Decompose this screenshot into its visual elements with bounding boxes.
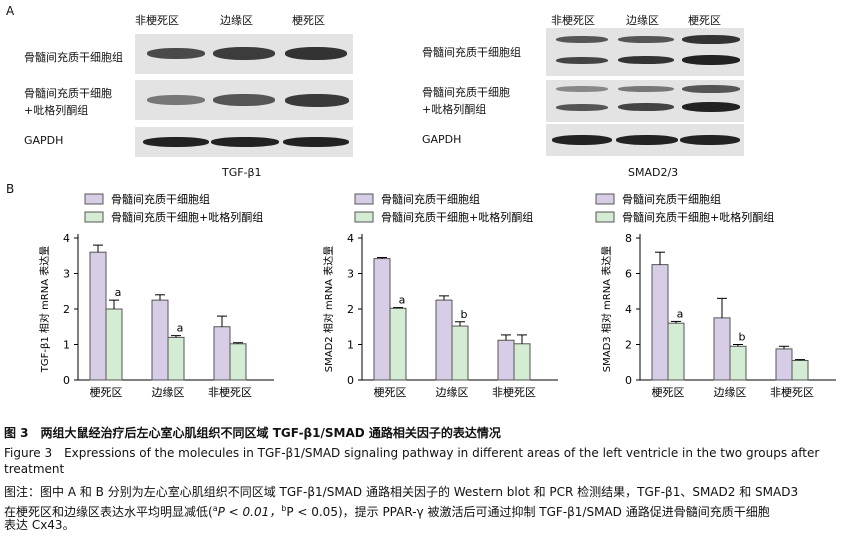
blot-right-title: SMAD2/3 — [628, 166, 679, 179]
bar-group-1 — [651, 264, 669, 381]
legend-swatch-group-1 — [595, 193, 615, 205]
blot-right-row-2b: +吡格列酮组 — [422, 103, 487, 116]
x-tick-label: 边缘区 — [714, 386, 747, 399]
blot-right-col-3: 梗死区 — [688, 14, 721, 27]
bar-group-2 — [167, 336, 185, 381]
figure-note-line-2: 在梗死区和边缘区表达水平均明显减低(aP < 0.01，bP < 0.05)，提… — [4, 504, 770, 519]
bar-group-2 — [667, 322, 685, 381]
figure-title-en-cont: treatment — [4, 462, 65, 476]
panel-a-letter: A — [6, 4, 15, 18]
bar-group-2 — [229, 343, 247, 381]
legend-swatch-group-1 — [354, 193, 374, 205]
legend-label-group-2: 骨髓间充质干细胞+吡格列酮组 — [622, 210, 774, 224]
x-tick-label: 梗死区 — [90, 385, 123, 399]
significance-label: b — [739, 331, 746, 344]
figure-title-en: Figure 3 Expressions of the molecules in… — [4, 446, 820, 460]
significance-label: a — [677, 307, 684, 320]
blot-left-row-2b: +吡格列酮组 — [24, 104, 89, 117]
x-tick-label: 边缘区 — [436, 386, 469, 399]
blot-right-row-1: 骨髓间充质干细胞组 — [422, 46, 521, 59]
figure-title-cn: 图 3 两组大鼠经治疗后左心室心肌组织不同区域 TGF-β1/SMAD 通路相关… — [4, 426, 501, 440]
legend-label-group-1: 骨髓间充质干细胞组 — [622, 192, 721, 206]
blot-left-col-2: 边缘区 — [220, 14, 253, 27]
bar-group-1 — [775, 348, 793, 381]
y-tick-label: 2 — [63, 303, 70, 316]
legend-swatch-group-1 — [84, 193, 104, 205]
y-tick-label: 0 — [347, 374, 354, 387]
panel-b-letter: B — [6, 182, 15, 196]
x-tick-label: 非梗死区 — [770, 385, 814, 399]
y-tick-label: 2 — [347, 303, 354, 316]
significance-label: a — [177, 322, 184, 335]
y-tick-label: 8 — [625, 232, 632, 245]
blot-right-strip-2 — [546, 80, 744, 122]
x-tick-label: 边缘区 — [152, 386, 185, 399]
bar-group-1 — [713, 317, 731, 381]
y-axis-label: SMAD2 相对 mRNA 表达量 — [322, 246, 335, 372]
x-tick-label: 非梗死区 — [492, 385, 536, 399]
blot-right-strip-gapdh — [546, 124, 744, 156]
x-tick-label: 梗死区 — [374, 385, 407, 399]
legend-swatch-group-2 — [84, 211, 104, 223]
bar-group-1 — [89, 251, 107, 381]
y-tick-label: 0 — [63, 374, 70, 387]
y-tick-label: 3 — [63, 268, 70, 281]
bar-group-1 — [497, 339, 515, 381]
significance-label: a — [399, 294, 406, 307]
bar-group-1 — [213, 326, 231, 381]
y-tick-label: 0 — [625, 374, 632, 387]
bar-group-1 — [373, 258, 391, 381]
blot-right-col-1: 非梗死区 — [551, 14, 595, 27]
bar-group-1 — [435, 299, 453, 381]
blot-left-strip-gapdh — [135, 127, 353, 157]
legend-swatch-group-2 — [595, 211, 615, 223]
legend-label-group-2: 骨髓间充质干细胞+吡格列酮组 — [111, 210, 263, 224]
figure-note-line-3: 表达 Cx43。 — [4, 518, 75, 532]
x-tick-label: 非梗死区 — [208, 385, 252, 399]
blot-left-row-2a: 骨髓间充质干细胞 — [24, 87, 112, 100]
y-axis-label: TGF-β1 相对 mRNA 表达量 — [38, 246, 51, 374]
legend-label-group-1: 骨髓间充质干细胞组 — [381, 192, 480, 206]
blot-left-strip-1 — [135, 34, 353, 74]
bar-group-2 — [791, 359, 809, 381]
blot-right-strip-1 — [546, 28, 744, 76]
y-tick-label: 6 — [625, 268, 632, 281]
y-axis-label: SMAD3 相对 mRNA 表达量 — [600, 246, 613, 372]
bar-group-2 — [105, 308, 123, 381]
blot-right-col-2: 边缘区 — [626, 14, 659, 27]
x-tick-label: 梗死区 — [652, 385, 685, 399]
bar-group-1 — [151, 299, 169, 381]
legend-label-group-2: 骨髓间充质干细胞+吡格列酮组 — [381, 210, 533, 224]
blot-right-row-2a: 骨髓间充质干细胞 — [422, 86, 510, 99]
y-tick-label: 1 — [63, 339, 70, 352]
legend-swatch-group-2 — [354, 211, 374, 223]
y-tick-label: 3 — [347, 268, 354, 281]
bar-group-2 — [389, 307, 407, 381]
y-tick-label: 4 — [63, 232, 70, 245]
blot-left-strip-2 — [135, 80, 353, 120]
blot-left-col-1: 非梗死区 — [135, 14, 179, 27]
bar-group-2 — [729, 345, 747, 381]
significance-label: a — [115, 286, 122, 299]
blot-right-row-3: GAPDH — [422, 133, 462, 146]
y-tick-label: 4 — [347, 232, 354, 245]
figure-note-line-1: 图注：图中 A 和 B 分别为左心室心肌组织不同区域 TGF-β1/SMAD 通… — [4, 485, 799, 499]
bar-group-2 — [513, 343, 531, 381]
bar-group-2 — [451, 325, 469, 381]
y-tick-label: 2 — [625, 339, 632, 352]
blot-left-row-1: 骨髓间充质干细胞组 — [24, 51, 123, 64]
y-tick-label: 4 — [625, 303, 632, 316]
legend-label-group-1: 骨髓间充质干细胞组 — [111, 192, 210, 206]
blot-left-title: TGF-β1 — [222, 166, 262, 179]
significance-label: b — [461, 308, 468, 321]
blot-left-row-3: GAPDH — [24, 134, 64, 147]
blot-left-col-3: 梗死区 — [292, 14, 325, 27]
y-tick-label: 1 — [347, 339, 354, 352]
